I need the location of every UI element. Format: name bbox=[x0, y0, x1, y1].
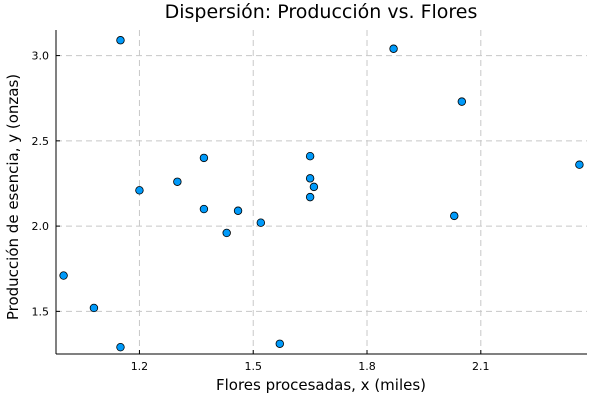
chart-title: Dispersión: Producción vs. Flores bbox=[165, 1, 478, 23]
scatter-point bbox=[59, 271, 68, 280]
y-tick-label: 2.5 bbox=[32, 135, 50, 148]
scatter-point bbox=[450, 211, 459, 221]
scatter-point bbox=[305, 174, 315, 183]
scatter-point bbox=[256, 218, 266, 227]
scatter-point bbox=[275, 339, 284, 348]
grid bbox=[56, 30, 587, 354]
y-axis-label: Producción de esencia, y (onzas) bbox=[4, 74, 22, 320]
scatter-point bbox=[389, 44, 398, 53]
y-tick-label: 2.0 bbox=[32, 220, 50, 233]
tick-labels: 1.2 1.5 1.8 2.1 1.5 2.0 2.5 3.0 bbox=[32, 50, 490, 373]
scatter-point bbox=[199, 204, 209, 214]
scatter-point bbox=[116, 342, 125, 352]
x-tick-label: 1.2 bbox=[131, 360, 149, 373]
scatter-point bbox=[305, 192, 315, 202]
scatter-point bbox=[309, 182, 319, 192]
x-tick-label: 2.1 bbox=[472, 360, 490, 373]
scatter-point bbox=[457, 97, 467, 106]
scatter-point bbox=[233, 206, 243, 215]
scatter-point bbox=[222, 228, 231, 238]
y-tick-label: 1.5 bbox=[32, 305, 50, 318]
scatter-point bbox=[173, 177, 182, 186]
scatter-point bbox=[116, 36, 125, 45]
scatter-point bbox=[199, 153, 209, 163]
scatter-point bbox=[89, 303, 99, 313]
x-tick-label: 1.8 bbox=[358, 360, 376, 373]
x-tick-label: 1.5 bbox=[244, 360, 262, 373]
x-axis-label: Flores procesadas, x (miles) bbox=[216, 376, 426, 394]
scatter-point bbox=[575, 160, 584, 169]
axes bbox=[55, 30, 587, 355]
data-points bbox=[59, 36, 584, 352]
y-tick-label: 3.0 bbox=[32, 50, 50, 63]
scatter-point bbox=[135, 186, 144, 195]
scatter-point bbox=[305, 151, 315, 161]
